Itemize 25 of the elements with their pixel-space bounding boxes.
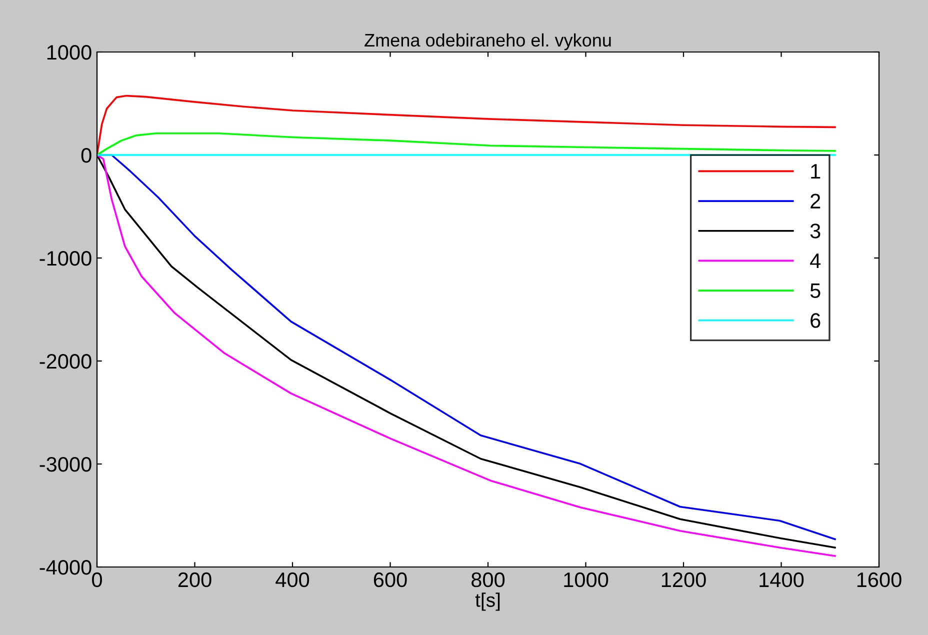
- x-tick-label: 200: [178, 572, 212, 588]
- x-tick-label: 600: [374, 572, 407, 588]
- legend-label: 2: [810, 194, 820, 208]
- x-tick-label: 1200: [662, 572, 706, 588]
- line-series: [97, 94, 836, 156]
- y-tick-label: 0: [81, 148, 92, 163]
- legend-label: 1: [811, 164, 820, 178]
- x-tick-label: 1600: [857, 572, 902, 588]
- x-tick-label: 0: [92, 572, 102, 588]
- x-tick-label: 400: [276, 572, 310, 588]
- line-series: [97, 132, 836, 156]
- x-axis-title: t[s]: [475, 592, 500, 611]
- y-tick-label: -1000: [40, 251, 92, 266]
- x-tick-label: 1400: [760, 572, 804, 588]
- x-tick-label: 800: [472, 572, 505, 588]
- y-tick-label: -4000: [40, 560, 92, 575]
- x-tick-label: 1000: [564, 572, 608, 588]
- legend-label: 3: [810, 224, 820, 238]
- chart-title: Zmena odebiraneho el. vykonu: [364, 33, 611, 50]
- y-tick-label: -3000: [40, 457, 92, 472]
- legend-label: 6: [810, 313, 820, 328]
- legend-label: 4: [810, 254, 821, 268]
- y-tick-label: -2000: [40, 354, 92, 369]
- legend-label: 5: [810, 284, 820, 298]
- y-tick-label: 1000: [47, 45, 92, 60]
